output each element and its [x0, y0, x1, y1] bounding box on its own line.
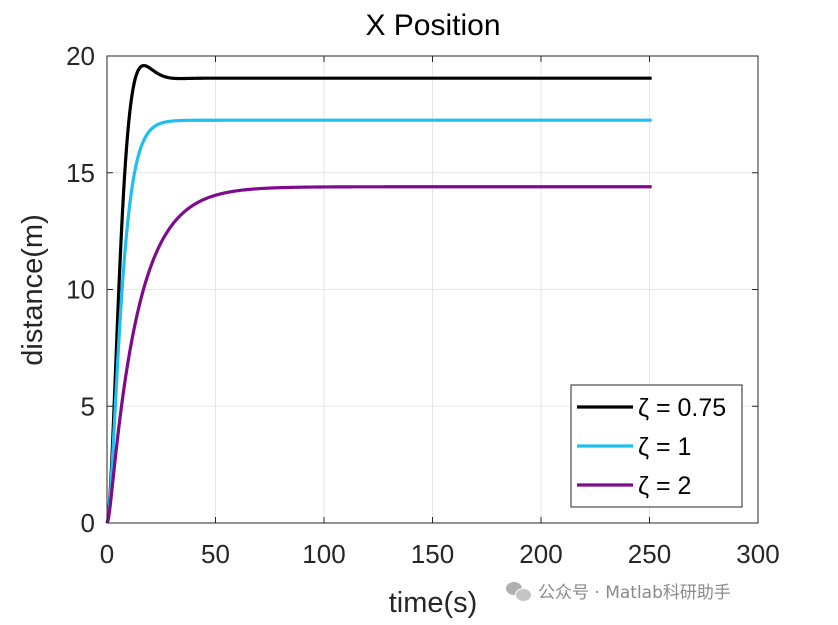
- legend-label: ζ = 1: [638, 433, 691, 461]
- legend-label: ζ = 2: [638, 472, 691, 500]
- y-tick-label: 10: [66, 275, 95, 305]
- y-tick-label: 5: [81, 391, 95, 421]
- y-tick-label: 0: [81, 508, 95, 538]
- y-tick-label: 15: [66, 158, 95, 188]
- legend-label: ζ = 0.75: [638, 394, 726, 422]
- watermark-text: 公众号 · Matlab科研助手: [538, 583, 731, 603]
- x-tick-label: 100: [302, 539, 345, 569]
- axis-ticks: 0 50 100 150 200 250 300 0 5 10 15 20: [66, 41, 780, 569]
- x-tick-label: 300: [736, 539, 779, 569]
- y-tick-label: 20: [66, 41, 95, 71]
- chart-title: X Position: [365, 9, 500, 42]
- x-tick-label: 200: [519, 539, 562, 569]
- x-tick-label: 250: [628, 539, 671, 569]
- x-axis-label: time(s): [389, 587, 478, 619]
- watermark: 公众号 · Matlab科研助手: [506, 578, 731, 603]
- x-tick-label: 50: [201, 539, 230, 569]
- legend: ζ = 0.75 ζ = 1 ζ = 2: [570, 384, 743, 508]
- y-axis-label: distance(m): [17, 214, 49, 366]
- series-line-2: [105, 118, 653, 524]
- series-line-1: [105, 63, 653, 524]
- x-tick-label: 0: [100, 539, 114, 569]
- series-line-3: [105, 185, 653, 524]
- plot-area: [105, 63, 653, 524]
- x-tick-label: 150: [411, 539, 454, 569]
- wechat-icon: [506, 580, 532, 602]
